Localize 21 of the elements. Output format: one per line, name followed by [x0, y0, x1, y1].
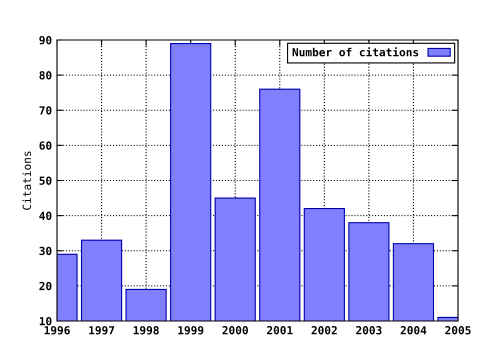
x-tick-label: 2004 — [400, 326, 426, 334]
x-tick-label: 2001 — [267, 326, 293, 334]
y-tick-label: 50 — [40, 176, 52, 185]
x-tick-label: 1999 — [178, 326, 204, 335]
y-tick-label: 20 — [39, 282, 52, 290]
y-tick-label: 90 — [39, 36, 52, 44]
y-tick-label: 60 — [39, 141, 52, 150]
x-tick-label: 1996 — [44, 326, 70, 335]
y-tick-label: 30 — [39, 246, 52, 256]
x-tick-label: 1997 — [89, 326, 114, 335]
y-tick-label: 70 — [39, 106, 52, 115]
y-tick-label: 80 — [39, 71, 52, 80]
x-tick-label: 2005 — [445, 326, 471, 334]
y-axis-title: Citations — [22, 151, 32, 210]
legend-label: Number of citations — [292, 47, 418, 56]
x-tick-label: 2002 — [312, 326, 337, 334]
x-tick-label: 2003 — [356, 326, 382, 334]
x-tick-label: 1998 — [134, 326, 159, 335]
y-tick-label: 40 — [39, 212, 52, 220]
y-tick-label: 10 — [40, 316, 52, 326]
x-tick-label: 2000 — [222, 326, 248, 334]
